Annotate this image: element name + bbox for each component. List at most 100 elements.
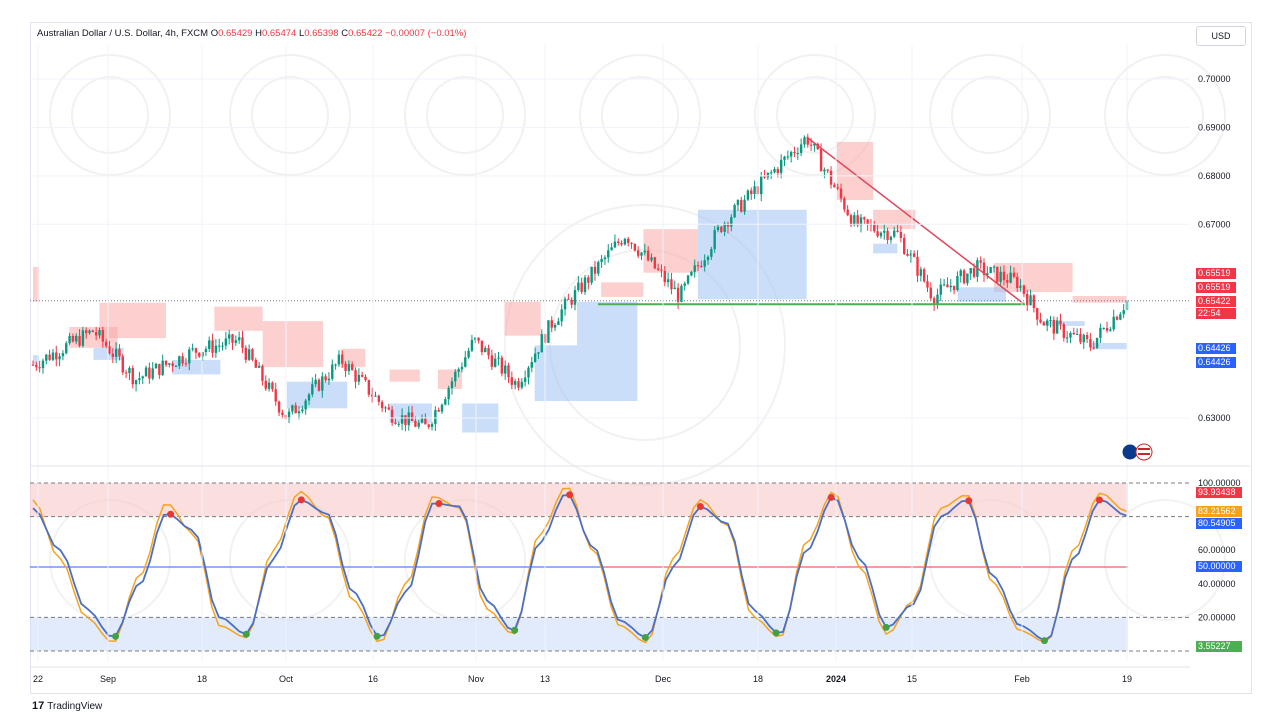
candle-body [979,260,982,263]
candle-body [427,424,430,427]
time-axis-label: 19 [1122,674,1132,684]
candle-body [351,364,354,371]
candle-body [956,275,959,291]
oscillator-pane[interactable] [30,482,1190,652]
candle-body [836,187,839,189]
candle-body [766,172,770,178]
candle-body [384,407,387,409]
candle-body [1109,329,1112,331]
candle-body [673,287,676,290]
candle-body [686,275,690,284]
buy-signal-dot [242,630,250,638]
candle-body [846,209,849,216]
candle-body [859,217,863,226]
candle-body [863,217,866,220]
candle-body [251,349,254,360]
candle-body [55,352,58,360]
candle-body [666,279,670,283]
candle-body [154,363,158,369]
sell-signal-dot [1095,496,1103,504]
candle-body [1019,285,1022,289]
candle-body [926,281,929,288]
candle-body [680,285,683,302]
candle-body [949,285,952,288]
candle-body [593,266,597,274]
candle-body [118,348,121,357]
close-value: 0.65422 [348,28,383,39]
brand-name: TradingView [47,701,103,712]
time-axis-label: 22 [33,674,43,684]
candle-body [1089,339,1092,348]
candle-body [31,364,35,366]
candle-body [181,356,184,364]
candle-body [307,394,311,401]
candle-body [969,268,972,274]
candle-body [490,355,494,367]
currency-button[interactable]: USD [1196,26,1246,46]
time-axis-label: Feb [1014,674,1030,684]
candle-body [254,359,257,368]
candle-body [510,377,514,385]
candle-body [98,330,101,336]
supply-zone [504,301,541,336]
candle-body [247,349,251,360]
candle-body [311,384,314,395]
price-pane[interactable] [30,133,1190,433]
candle-body [989,267,992,274]
support-price-tag: 0.64426 [1196,343,1236,354]
osc-axis-label: 60.00000 [1198,545,1236,555]
candle-body [141,376,144,379]
candle-body [124,372,128,374]
price-axis-label: 0.68000 [1198,171,1231,181]
descending-trendline [806,136,1025,305]
candle-body [992,266,996,268]
candle-body [354,370,357,382]
candle-body [763,176,766,178]
candle-body [1105,327,1109,331]
demand-zone [172,359,221,375]
candle-body [414,420,417,427]
candle-body [111,353,115,357]
candle-body [553,324,557,328]
sell-signal-dot [566,491,574,499]
high-value: 0.65474 [261,28,297,39]
candle-body [51,352,55,360]
candle-body [261,365,264,381]
candle-body [1069,333,1072,338]
candle-body [144,367,148,377]
price-axis-label: 0.63000 [1198,413,1231,423]
time-axis-label: 13 [540,674,550,684]
candle-body [218,345,221,347]
supply-zone [1072,295,1127,303]
supply-zone [262,321,324,368]
candle-body [58,356,61,360]
candle-body [799,144,803,154]
candle-body [474,337,477,340]
symbol-header[interactable]: Australian Dollar / U.S. Dollar, 4h, FXC… [37,28,466,39]
candle-body [713,230,716,250]
candle-body [537,352,540,354]
high-label: H [255,28,262,39]
candle-body [853,215,856,226]
candle-body [919,269,923,276]
candle-body [114,348,118,357]
candle-body [517,381,520,388]
sell-signal-dot [827,493,835,501]
candle-body [959,270,962,276]
candle-body [417,422,420,427]
candle-body [440,404,444,412]
candle-body [171,363,174,367]
candle-body [1119,314,1122,320]
candle-body [776,169,780,173]
candle-body [557,321,560,325]
candle-body [703,260,706,267]
candle-body [796,153,800,155]
osc-max-tag: 93.93438 [1196,487,1242,498]
candle-body [942,284,946,286]
candle-body [277,401,281,413]
candle-body [783,156,786,160]
tradingview-footer[interactable]: 17 TradingView [32,700,102,712]
time-axis-label: 16 [368,674,378,684]
candle-body [723,223,726,232]
